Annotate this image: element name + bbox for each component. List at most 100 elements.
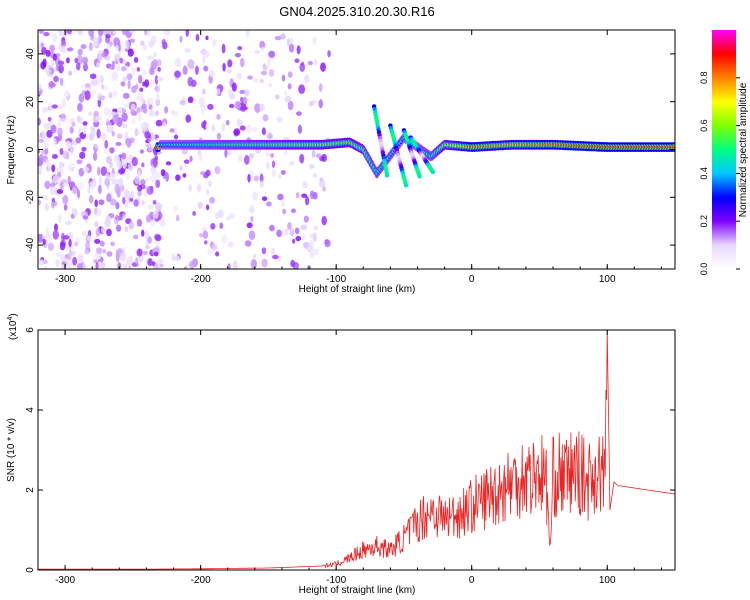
spectrogram-noise-cell: [245, 30, 250, 37]
spectrogram-noise-cell: [301, 233, 306, 241]
spectrogram-noise-cell: [281, 74, 286, 82]
spectrogram-noise-cell: [212, 38, 217, 47]
spectrogram-noise-cell: [157, 66, 161, 72]
spectrogram-noise-cell: [141, 162, 145, 168]
spectrogram-noise-cell: [287, 222, 292, 230]
spectrogram-noise-cell: [121, 30, 128, 36]
spectrogram-noise-cell: [280, 169, 286, 175]
spectrogram-noise-cell: [248, 153, 255, 159]
spectrogram-noise-cell: [152, 210, 159, 219]
spectrogram-noise-cell: [116, 160, 123, 170]
spectrogram-noise-cell: [182, 65, 188, 75]
spectrogram-noise-cell: [147, 236, 152, 244]
spectrogram-noise-cell: [52, 33, 58, 43]
spectrogram-noise-cell: [112, 30, 117, 35]
spectrogram-noise-cell: [246, 124, 252, 134]
spectrogram-noise-cell: [108, 173, 115, 182]
spectrogram-noise-cell: [68, 249, 72, 260]
spectrogram-noise-cell: [139, 87, 144, 92]
spectrogram-noise-cell: [44, 202, 49, 212]
spectrogram-noise-cell: [298, 84, 306, 95]
spectrogram-noise-cell: [113, 37, 120, 45]
spectrogram-noise-cell: [138, 113, 142, 122]
spectrogram-noise-cell: [94, 207, 98, 215]
colorbar-label: Normalized spectral amplitude: [738, 82, 749, 217]
spectrogram-noise-cell: [82, 121, 88, 126]
snr-xtick-label: 0: [469, 575, 475, 586]
spectrogram-noise-cell: [155, 110, 159, 117]
spectrogram-noise-cell: [116, 133, 123, 139]
snr-frame: [37, 329, 676, 571]
spectrogram-noise-cell: [58, 30, 63, 36]
spectrogram-noise-cell: [94, 199, 98, 208]
spectrogram-noise-cell: [120, 66, 127, 72]
spectrogram-noise-cell: [282, 208, 287, 215]
spectrogram-noise-cell: [109, 160, 113, 169]
spectrogram-noise-cell: [66, 30, 73, 35]
spectrogram-noise-cell: [319, 177, 324, 183]
spectrogram-noise-cell: [84, 242, 91, 249]
spectrogram-noise-cell: [249, 205, 255, 214]
spectrogram-noise-cell: [119, 252, 127, 262]
spectrogram-noise-cell: [172, 206, 179, 212]
spectrogram-noise-cell: [266, 133, 274, 139]
spectrogram-noise-cell: [136, 218, 143, 227]
spectrogram-noise-cell: [265, 162, 270, 170]
spectrogram-ylabel: Frequency (Hz): [6, 116, 17, 185]
spectrogram-noise-cell: [101, 51, 108, 58]
spectrogram-noise-cell: [238, 154, 243, 163]
spectrogram-noise-cell: [96, 53, 103, 61]
spectrogram-noise-cell: [261, 127, 266, 136]
spectrogram-noise-cell: [288, 43, 295, 53]
spectrogram-noise-cell: [81, 146, 87, 152]
spectrogram-noise-cell: [148, 109, 156, 118]
spectrogram-noise-cell: [52, 138, 57, 147]
spectrogram-noise-cell: [288, 161, 295, 166]
spectrogram-ytick-label: 0: [25, 146, 36, 152]
spectrogram-ytick-label: 20: [25, 96, 36, 108]
spectrogram-noise-cell: [140, 179, 146, 186]
spectrogram-noise-cell: [183, 159, 190, 164]
spectrogram-noise-cell: [133, 199, 139, 207]
spectrogram-noise-cell: [187, 76, 194, 87]
spectrogram-noise-cell: [135, 83, 139, 90]
spectrogram-noise-cell: [271, 167, 276, 178]
spectrogram-noise-cell: [226, 216, 231, 221]
spectrogram-noise-cell: [205, 169, 211, 177]
spectrogram-noise-cell: [226, 68, 233, 74]
snr-xlabel: Height of straight line (km): [299, 585, 416, 596]
spectrogram-noise-cell: [81, 231, 87, 236]
spectrogram-noise-cell: [106, 43, 111, 49]
spectrogram-noise-cell: [302, 180, 308, 189]
spectrogram-noise-cell: [222, 62, 226, 72]
spectrogram-noise-cell: [84, 83, 91, 88]
spectrogram-noise-cell: [146, 30, 151, 37]
spectrogram-noise-cell: [315, 153, 322, 159]
spectrogram-noise-cell: [59, 182, 65, 190]
spectrogram-noise-cell: [157, 258, 164, 264]
spectrogram-noise-cell: [109, 198, 117, 206]
spectrogram-noise-cell: [76, 262, 83, 269]
spectrogram-noise-cell: [100, 84, 105, 89]
spectrogram-noise-cell: [117, 262, 122, 269]
spectrogram-noise-cell: [215, 251, 220, 257]
spectrogram-noise-cell: [105, 30, 112, 35]
spectrogram-noise-cell: [84, 249, 90, 255]
spectrogram-noise-cell: [275, 94, 280, 100]
spectrogram-noise-cell: [69, 126, 74, 134]
spectrogram-noise-cell: [313, 59, 318, 66]
spectrogram-noise-cell: [327, 50, 331, 58]
spectrogram-xtick-label: -200: [191, 274, 211, 285]
spectrogram-noise-cell: [75, 137, 82, 144]
spectrogram-noise-cell: [247, 75, 253, 80]
spectrogram-xtick-label: 0: [469, 274, 475, 285]
spectrogram-noise-cell: [144, 131, 151, 139]
spectrogram-noise-cell: [309, 100, 314, 107]
spectrogram-noise-cell: [195, 65, 199, 76]
spectrogram-noise-cell: [128, 161, 133, 172]
spectrogram-noise-cell: [306, 245, 314, 253]
spectrogram-noise-cell: [153, 251, 159, 257]
spectrogram-streak: [403, 183, 409, 188]
spectrogram-noise-cell: [174, 57, 182, 68]
spectrogram-noise-cell: [299, 62, 306, 73]
